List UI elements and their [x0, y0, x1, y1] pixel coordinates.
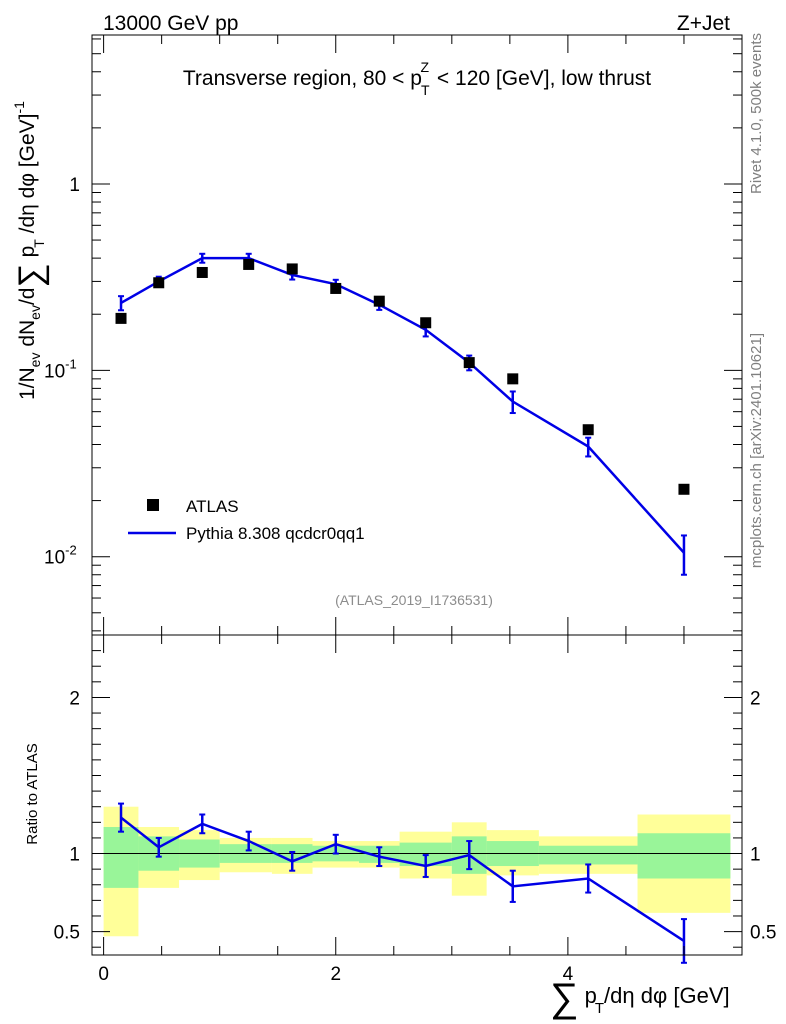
- ratio-inner-band: [538, 845, 638, 865]
- atlas-data-point: [286, 263, 298, 275]
- pythia-line: [120, 256, 685, 554]
- atlas-data-point: [330, 282, 342, 294]
- ratio-panel-frame: [91, 634, 743, 956]
- ratio-y-tick-label: 1: [69, 845, 80, 866]
- legend-mc-label: Pythia 8.308 qcdcr0qq1: [186, 524, 365, 543]
- rivet-version-label: Rivet 4.1.0, 500k events: [748, 33, 765, 194]
- x-tick-label: 4: [563, 964, 574, 985]
- atlas-data-point: [582, 424, 594, 436]
- main-panel-frame: [91, 34, 743, 636]
- ratio-y-tick-label-right: 0.5: [750, 923, 776, 944]
- ratio-inner-band: [103, 827, 139, 888]
- atlas-data-point: [373, 295, 385, 307]
- main-y-axis-label: 1/Nev dNev/d∑ pT /dη dφ [GeV]-1: [11, 101, 50, 400]
- x-tick-label: 2: [330, 964, 341, 985]
- ratio-y-tick-label: 2: [69, 688, 80, 709]
- mcplots-label: mcplots.cern.ch [arXiv:2401.10621]: [748, 333, 765, 568]
- atlas-data-point: [153, 277, 165, 289]
- ratio-pythia-line: [120, 816, 685, 942]
- x-tick-label: 0: [98, 964, 109, 985]
- ratio-y-axis-label: Ratio to ATLAS: [24, 743, 41, 844]
- atlas-data-point: [678, 483, 690, 495]
- main-panel: 1 10-1 10-2 Transverse region, 80 < pTZ < …: [11, 34, 743, 636]
- atlas-data-point: [243, 258, 255, 270]
- ratio-inner-band: [637, 833, 731, 879]
- legend-atlas-label: ATLAS: [186, 497, 239, 516]
- atlas-data-point: [196, 266, 208, 278]
- atlas-data-point: [463, 357, 475, 369]
- ratio-y-tick-label: 0.5: [54, 923, 80, 944]
- main-y-tick-label: 10-1: [44, 356, 77, 382]
- legend-atlas-marker: [147, 499, 159, 511]
- main-y-tick-label: 10-2: [44, 543, 77, 569]
- main-title: Transverse region, 80 < pTZ < 120 [GeV],…: [183, 59, 651, 98]
- ratio-y-tick-label-right: 2: [750, 688, 761, 709]
- header-process-label: Z+Jet: [677, 12, 730, 35]
- atlas-data-point: [507, 373, 519, 385]
- atlas-data-point: [115, 312, 127, 324]
- atlas-data-point: [420, 317, 432, 329]
- legend: ATLAS Pythia 8.308 qcdcr0qq1: [128, 497, 365, 543]
- main-y-tick-label: 1: [69, 175, 80, 196]
- x-axis-label: ∑ p T/dη dφ [GeV]: [550, 976, 730, 1020]
- reference-label: (ATLAS_2019_I1736531): [335, 592, 493, 608]
- ratio-y-tick-label-right: 1: [750, 845, 761, 866]
- header-energy-label: 13000 GeV pp: [103, 12, 238, 35]
- ratio-panel: 2 2 1 1 0.5 0.5 0 2 4 Ratio to ATLAS ∑ p T/dη dφ …: [24, 634, 776, 1020]
